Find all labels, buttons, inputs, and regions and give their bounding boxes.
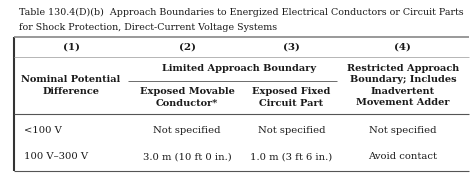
Text: Exposed Movable
Conductor*: Exposed Movable Conductor*	[140, 87, 235, 108]
Text: 1.0 m (3 ft 6 in.): 1.0 m (3 ft 6 in.)	[250, 152, 333, 161]
Text: 3.0 m (10 ft 0 in.): 3.0 m (10 ft 0 in.)	[143, 152, 232, 161]
Text: Exposed Fixed
Circuit Part: Exposed Fixed Circuit Part	[252, 87, 331, 108]
Text: Restricted Approach
Boundary; Includes
Inadvertent
Movement Adder: Restricted Approach Boundary; Includes I…	[347, 64, 459, 107]
Text: for Shock Protection, Direct-Current Voltage Systems: for Shock Protection, Direct-Current Vol…	[19, 23, 277, 32]
Text: (4): (4)	[394, 43, 411, 52]
Text: Not specified: Not specified	[369, 126, 437, 135]
Text: <100 V: <100 V	[24, 126, 62, 135]
Text: Table 130.4(D)(b)  Approach Boundaries to Energized Electrical Conductors or Cir: Table 130.4(D)(b) Approach Boundaries to…	[19, 8, 464, 17]
Text: Not specified: Not specified	[258, 126, 325, 135]
Text: Limited Approach Boundary: Limited Approach Boundary	[163, 64, 316, 73]
Text: (1): (1)	[63, 43, 80, 52]
Text: 100 V–300 V: 100 V–300 V	[24, 152, 88, 161]
Text: (3): (3)	[283, 43, 300, 52]
Text: Nominal Potential
Difference: Nominal Potential Difference	[21, 75, 121, 96]
Text: Avoid contact: Avoid contact	[368, 152, 438, 161]
Text: Not specified: Not specified	[154, 126, 221, 135]
Text: (2): (2)	[179, 43, 196, 52]
